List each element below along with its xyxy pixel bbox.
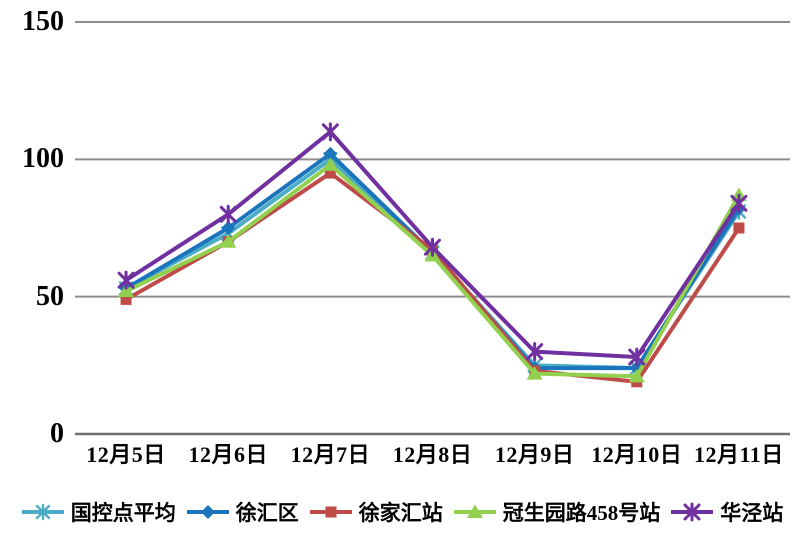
star-marker-icon	[321, 123, 339, 141]
square-marker-icon	[120, 293, 132, 305]
star-marker-icon	[219, 205, 237, 223]
x-axis-tick-label: 12月6日	[188, 442, 268, 467]
y-axis-tick-label: 100	[22, 143, 64, 175]
series-line-national-control-average	[125, 157, 741, 371]
x-axis-tick-label: 12月8日	[392, 442, 473, 467]
y-axis-tick-label: 50	[36, 280, 64, 312]
legend-item-guanshengyuan-rd-458-station: 冠生园路458号站	[453, 497, 661, 527]
legend-key-icon	[186, 505, 229, 519]
square-marker-icon	[324, 167, 336, 179]
legend-item-xuhui-district: 徐汇区	[186, 497, 299, 527]
legend-key-icon	[671, 502, 714, 522]
legend-label: 冠生园路458号站	[502, 501, 661, 525]
triangle-marker-icon	[118, 283, 135, 298]
y-axis-tick-label: 0	[50, 418, 64, 449]
x-axis-tick-label: 12月7日	[290, 442, 371, 467]
legend: 国控点平均 徐汇区 徐家汇站 冠生园路458号站 华泾站	[0, 492, 804, 532]
x-axis-tick-label: 12月10日	[591, 442, 683, 467]
x-axis-tick-label: 12月11日	[694, 442, 784, 467]
legend-item-huajing-station: 华泾站	[670, 497, 783, 527]
legend-item-xujiahui-station: 徐家汇站	[309, 497, 443, 527]
diamond-marker-icon	[221, 221, 236, 235]
diamond-marker-icon	[200, 505, 215, 519]
triangle-marker-icon	[526, 366, 543, 380]
legend-key-icon	[309, 506, 352, 518]
square-marker-icon	[325, 506, 337, 518]
legend-item-national-control-average: 国控点平均	[21, 497, 176, 527]
legend-label: 华泾站	[720, 501, 784, 525]
triangle-marker-icon	[466, 504, 483, 518]
square-marker-icon	[733, 222, 745, 234]
triangle-marker-icon	[220, 234, 237, 248]
legend-label: 国控点平均	[70, 501, 176, 525]
triangle-marker-icon	[322, 157, 339, 171]
asterisk-marker-icon	[35, 504, 50, 520]
star-marker-icon	[628, 348, 646, 366]
legend-label: 徐家汇站	[358, 501, 443, 525]
star-marker-icon	[683, 503, 701, 521]
x-axis-tick-label: 12月5日	[86, 442, 166, 467]
legend-label: 徐汇区	[235, 501, 299, 525]
diamond-marker-icon	[323, 146, 338, 161]
triangle-marker-icon	[628, 368, 645, 383]
legend-key-icon	[21, 503, 64, 521]
x-axis-tick-label: 12月9日	[494, 442, 575, 467]
legend-key-icon	[453, 504, 496, 518]
star-marker-icon	[424, 238, 441, 256]
y-axis-tick-label: 150	[22, 6, 64, 37]
star-marker-icon	[730, 194, 748, 212]
star-marker-icon	[526, 343, 544, 361]
star-marker-icon	[117, 271, 135, 289]
